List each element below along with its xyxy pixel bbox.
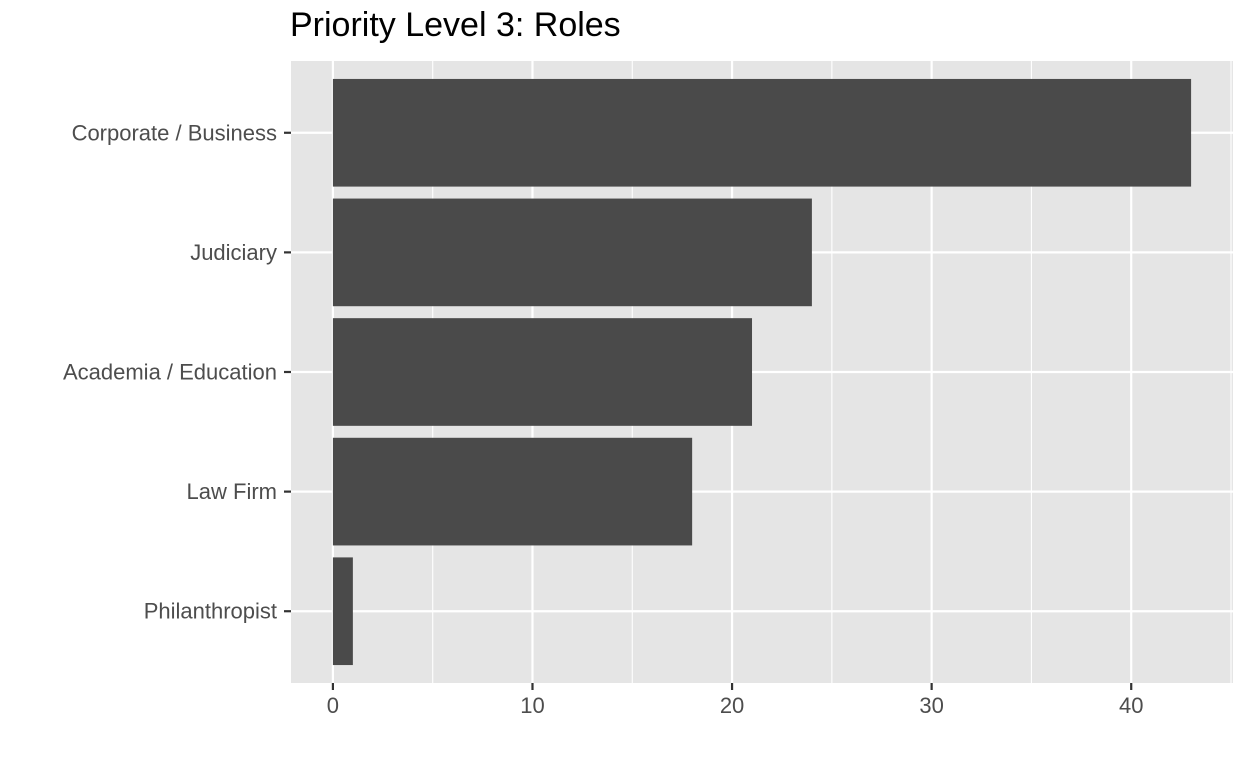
y-tick-label: Philanthropist	[144, 599, 277, 624]
bar	[332, 437, 693, 546]
x-axis: 0 10 20 30 40	[327, 683, 1143, 718]
bar	[332, 318, 753, 426]
bar	[332, 198, 812, 307]
x-tick-label: 10	[520, 693, 544, 718]
y-tick-label: Corporate / Business	[72, 120, 277, 145]
y-axis: Corporate / Business Judiciary Academia / …	[63, 120, 291, 624]
bar	[332, 78, 1192, 187]
x-tick-label: 0	[327, 693, 339, 718]
bar	[332, 557, 353, 666]
y-tick-label: Law Firm	[187, 479, 277, 504]
x-tick-label: 40	[1119, 693, 1143, 718]
x-tick-label: 30	[919, 693, 943, 718]
x-tick-label: 20	[720, 693, 744, 718]
y-tick-label: Judiciary	[190, 240, 277, 265]
chart-title: Priority Level 3: Roles	[290, 6, 621, 44]
bars	[332, 78, 1192, 666]
y-tick-label: Academia / Education	[63, 360, 277, 385]
